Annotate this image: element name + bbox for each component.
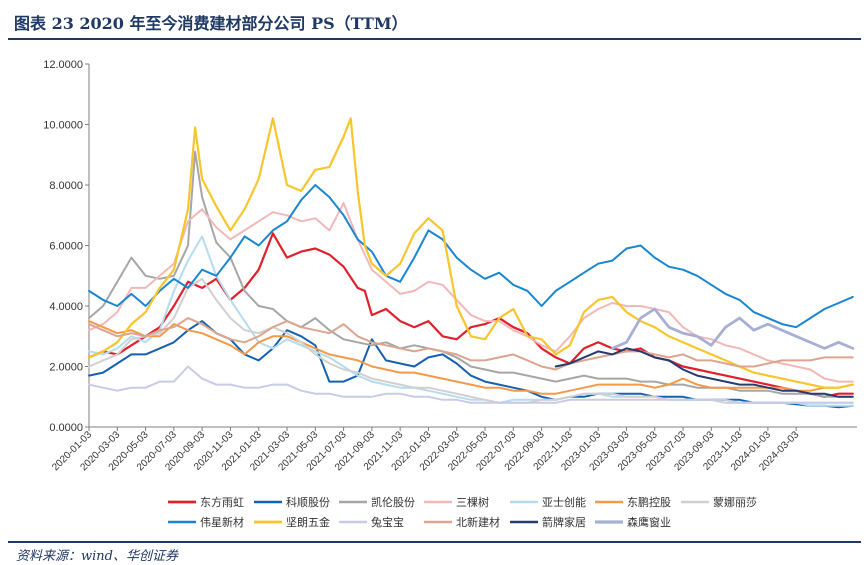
legend-label: 伟星新材 [200, 515, 244, 529]
y-tick-label: 10.0000 [43, 120, 83, 132]
legend-label: 坚朗五金 [286, 515, 330, 529]
legend-label: 箭牌家居 [542, 515, 586, 529]
legend-label: 东鹏控股 [627, 495, 671, 509]
legend-item: 箭牌家居 [510, 515, 586, 529]
chart-title: 图表 23 2020 年至今消费建材部分公司 PS（TTM） [14, 14, 408, 33]
legend-item: 科顺股份 [254, 495, 330, 509]
legend-label: 森鹰窗业 [627, 515, 671, 529]
series-line-11 [554, 347, 854, 398]
series-line-8 [87, 117, 854, 389]
legend-label: 蒙娜丽莎 [713, 495, 757, 509]
legend-item: 凯伦股份 [339, 495, 415, 509]
legend-item: 蒙娜丽莎 [681, 495, 757, 509]
legend-item: 兔宝宝 [339, 515, 404, 529]
legend-item: 三棵树 [424, 495, 489, 509]
series-lines [87, 117, 855, 409]
series-line-12 [610, 307, 855, 350]
title-rule [8, 38, 861, 40]
legend-label: 科顺股份 [286, 495, 330, 509]
series-line-6 [88, 277, 854, 404]
legend-item: 北新建材 [424, 515, 500, 529]
series-line-3 [88, 202, 854, 383]
legend-label: 东方雨虹 [200, 495, 244, 509]
y-tick-label: 6.0000 [49, 241, 83, 253]
series-line-5 [88, 320, 854, 395]
legend-item: 东方雨虹 [168, 495, 244, 509]
source-rule [8, 541, 861, 543]
legend-item: 伟星新材 [168, 515, 244, 529]
legend-label: 三棵树 [456, 495, 489, 509]
legend-item: 森鹰窗业 [595, 515, 671, 529]
legend-label: 兔宝宝 [371, 515, 404, 529]
legend-label: 凯伦股份 [371, 495, 415, 509]
series-line-9 [88, 365, 854, 404]
y-tick-label: 2.0000 [49, 362, 83, 374]
source-note: 资料来源：wind、华创证券 [16, 549, 178, 564]
series-line-7 [88, 184, 854, 329]
y-axis: 0.0000 2.0000 4.0000 6.0000 8.0000 10.0000 12.… [43, 59, 90, 434]
y-tick-label: 0.0000 [49, 422, 83, 434]
y-tick-label: 4.0000 [49, 301, 83, 313]
legend-label: 北新建材 [456, 515, 500, 529]
legend-item: 东鹏控股 [595, 495, 671, 509]
legend-label: 亚士创能 [542, 495, 586, 509]
series-line-0 [87, 232, 854, 398]
legend-item: 亚士创能 [510, 495, 586, 509]
x-axis: 2020-01-032020-03-032020-05-032020-07-03… [50, 426, 857, 473]
series-line-10 [88, 317, 854, 371]
y-tick-label: 8.0000 [49, 180, 83, 192]
legend-item: 坚朗五金 [254, 515, 330, 529]
ps-line-chart: 0.0000 2.0000 4.0000 6.0000 8.0000 10.0000 12.… [43, 59, 857, 529]
y-tick-label: 12.0000 [43, 59, 83, 71]
